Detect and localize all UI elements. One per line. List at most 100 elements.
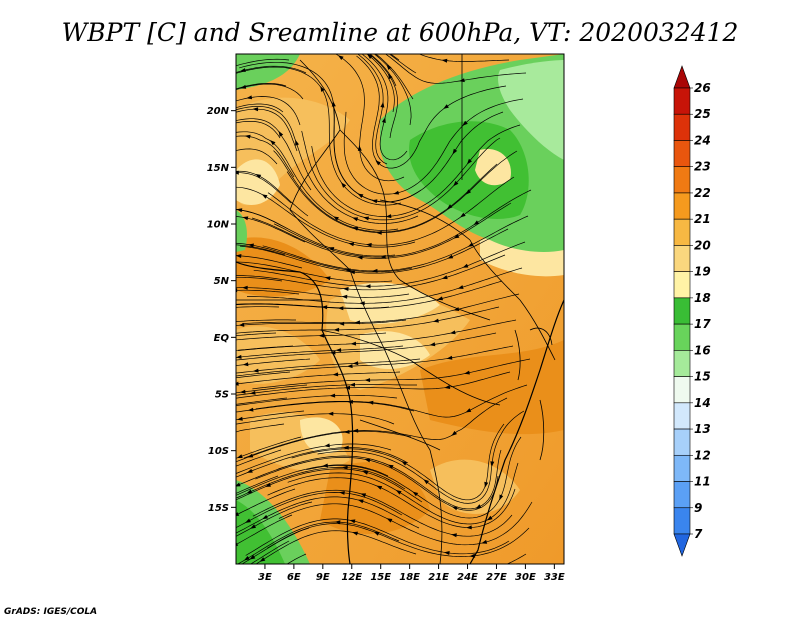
- streamline-arrowhead: [236, 354, 242, 359]
- colorbar-label: 24: [694, 133, 711, 147]
- streamline-arrowhead: [250, 524, 256, 529]
- lat-tick-label: 5S: [215, 390, 229, 401]
- streamline-arrowhead: [240, 84, 247, 89]
- lat-tick-label: 15N: [207, 163, 230, 174]
- streamline: [236, 303, 390, 309]
- streamline: [236, 496, 420, 534]
- colorbar-segment: [673, 245, 691, 272]
- streamline: [247, 267, 523, 304]
- streamline: [236, 464, 389, 496]
- lat-tick-label: EQ: [214, 333, 230, 344]
- streamline-arrowhead: [359, 301, 365, 306]
- streamline: [236, 345, 514, 377]
- streamline-arrowhead: [352, 531, 358, 536]
- streamline: [366, 54, 395, 113]
- streamline-arrowhead: [360, 493, 367, 498]
- streamline-arrowhead: [376, 485, 383, 490]
- streamline-arrowhead: [229, 422, 235, 426]
- streamline: [237, 521, 400, 564]
- streamline-arrowhead: [270, 140, 276, 146]
- colorbar-label: 19: [694, 265, 711, 279]
- streamline: [236, 345, 404, 358]
- streamline: [236, 254, 506, 291]
- streamline-arrowhead: [331, 101, 336, 107]
- streamline-arrowhead: [343, 445, 349, 450]
- streamline-arrowhead: [401, 461, 408, 466]
- streamline: [252, 358, 531, 390]
- streamline-arrowhead: [465, 189, 472, 195]
- streamline-arrowhead: [223, 377, 229, 381]
- streamline-arrowhead: [446, 355, 453, 360]
- streamline-arrowhead: [236, 381, 239, 386]
- streamline-arrowhead: [354, 320, 360, 325]
- colorbar-segment: [673, 376, 691, 404]
- streamline-arrowhead: [367, 400, 374, 405]
- streamline: [357, 54, 388, 165]
- streamline-arrowhead: [352, 226, 359, 231]
- streamline-arrowhead: [364, 458, 371, 463]
- streamline: [236, 394, 398, 407]
- streamline: [267, 176, 515, 246]
- streamline-arrowhead: [247, 407, 254, 412]
- streamline-arrowhead: [246, 489, 253, 494]
- streamline: [236, 289, 300, 295]
- streamline-arrowhead: [236, 170, 239, 175]
- streamline: [236, 371, 401, 385]
- coastline: [236, 261, 354, 564]
- latitude-axis: 20N 15N 10N 5N EQ 5S 10S 15S: [207, 106, 236, 514]
- streamline: [291, 423, 505, 501]
- map-panel: 3E 6E 9E 12E 15E 18E 21E 24E 27E 30E 33E 20N 15N 10N…: [207, 53, 565, 583]
- streamline-arrowhead: [253, 368, 259, 373]
- figure-title: WBPT [C] and Sreamline at 600hPa, VT: 20…: [62, 18, 739, 47]
- streamline-arrowhead: [473, 220, 480, 226]
- streamline-arrowhead: [252, 107, 259, 112]
- streamline-arrowhead: [357, 145, 362, 151]
- streamline-arrowhead: [249, 390, 256, 395]
- streamline: [253, 241, 526, 287]
- streamline: [236, 148, 278, 165]
- streamline-arrowhead: [449, 330, 456, 335]
- wbpt-region-green-light: [498, 60, 564, 160]
- streamline-arrowhead: [412, 491, 419, 497]
- streamline-arrowhead: [341, 182, 347, 188]
- streamline-arrowhead: [347, 399, 353, 404]
- streamline: [236, 475, 279, 494]
- streamline-arrowhead: [278, 130, 284, 137]
- streamline-arrowhead: [481, 539, 488, 544]
- streamline-arrowhead: [362, 470, 369, 475]
- colorbar-label: 14: [694, 396, 711, 410]
- streamline-arrowhead: [443, 104, 449, 109]
- streamline: [317, 410, 525, 504]
- streamline: [241, 293, 520, 325]
- streamline-arrowhead: [429, 342, 436, 347]
- colorbar-label: 11: [694, 475, 711, 489]
- streamline: [236, 430, 412, 463]
- streamline-arrowhead: [249, 554, 256, 560]
- streamline-arrowhead: [343, 287, 349, 291]
- streamline: [236, 401, 415, 413]
- streamline-arrowhead: [228, 495, 234, 499]
- streamline-arrowhead: [339, 491, 345, 495]
- streamline-arrowhead: [246, 95, 253, 100]
- streamline-arrowhead: [334, 520, 341, 525]
- colorbar-label: 13: [694, 422, 711, 436]
- streamline: [236, 345, 294, 351]
- streamline: [236, 449, 282, 467]
- streamline-arrowhead: [333, 327, 340, 332]
- streamline-arrowhead: [349, 270, 355, 275]
- lon-tick-label: 24E: [457, 572, 478, 583]
- streamline-arrows: [223, 54, 504, 575]
- colorbar-label: 20: [694, 238, 711, 252]
- streamline-arrowhead: [231, 571, 237, 575]
- streamline-arrowhead: [371, 199, 378, 204]
- streamline-arrowhead: [242, 362, 249, 367]
- streamline: [356, 55, 507, 169]
- streamline-arrowhead: [327, 411, 334, 416]
- streamline: [311, 124, 521, 217]
- colorbar-segment: [673, 166, 691, 194]
- colorbar-segment: [673, 140, 691, 168]
- streamline-arrowhead: [335, 348, 342, 353]
- colorbar-label: 26: [694, 81, 711, 95]
- streamline: [375, 54, 414, 100]
- colorbar-segment: [673, 428, 691, 456]
